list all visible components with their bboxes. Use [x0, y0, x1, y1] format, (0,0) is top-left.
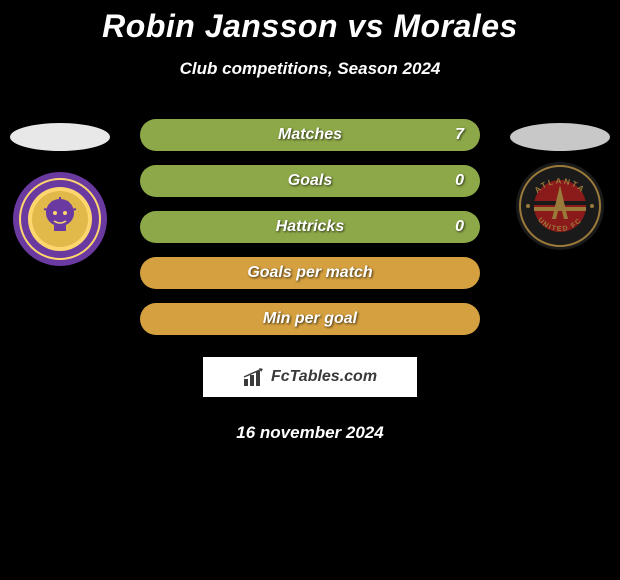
stats-column: Matches 7 Goals 0 Hattricks 0 Goals per match M…: [120, 119, 500, 443]
brand-text: FcTables.com: [271, 368, 377, 386]
brand-box: FcTables.com: [203, 357, 417, 397]
stat-pill: Goals per match: [140, 257, 480, 289]
main-row: Matches 7 Goals 0 Hattricks 0 Goals per match M…: [0, 119, 620, 443]
bar-chart-icon: [243, 367, 267, 387]
stat-pill: Min per goal: [140, 303, 480, 335]
left-team-col: [0, 119, 120, 267]
left-team-badge: [12, 171, 108, 267]
right-team-badge: ATLANTA UNITED FC: [515, 161, 605, 251]
stat-pill: Hattricks 0: [140, 211, 480, 243]
orlando-city-logo-icon: [12, 171, 108, 267]
stat-value: 0: [455, 172, 464, 190]
stat-label: Matches: [278, 126, 342, 144]
left-ellipse: [10, 123, 110, 151]
stat-label: Goals per match: [247, 264, 372, 282]
stat-value: 7: [455, 126, 464, 144]
stat-label: Goals: [288, 172, 332, 190]
page-title: Robin Jansson vs Morales: [102, 8, 518, 45]
right-ellipse: [510, 123, 610, 151]
right-team-col: ATLANTA UNITED FC: [500, 119, 620, 251]
atlanta-united-logo-icon: ATLANTA UNITED FC: [515, 161, 605, 251]
comparison-card: Robin Jansson vs Morales Club competitio…: [0, 0, 620, 443]
stat-label: Hattricks: [276, 218, 344, 236]
stat-label: Min per goal: [263, 310, 357, 328]
date-text: 16 november 2024: [236, 423, 383, 443]
stat-value: 0: [455, 218, 464, 236]
stat-pill: Goals 0: [140, 165, 480, 197]
stat-pill: Matches 7: [140, 119, 480, 151]
subtitle: Club competitions, Season 2024: [180, 59, 441, 79]
